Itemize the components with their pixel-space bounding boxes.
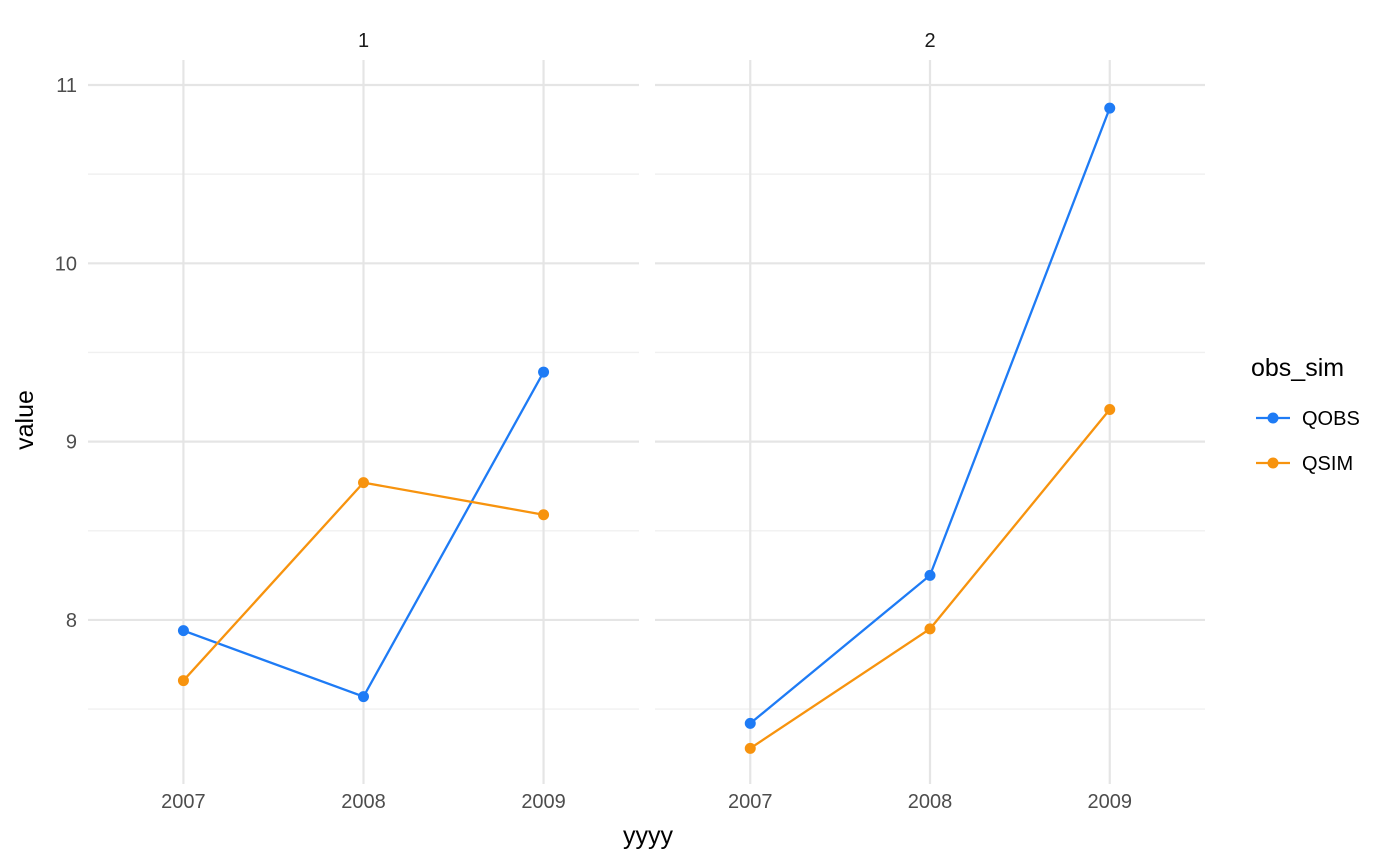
panel-strip-label: 2 bbox=[924, 30, 935, 52]
x-tick-label: 2008 bbox=[341, 791, 386, 813]
y-axis: 8 9 10 11 bbox=[55, 75, 77, 632]
data-point-qsim bbox=[358, 477, 369, 489]
x-tick-label: 2009 bbox=[1087, 791, 1132, 813]
y-axis-title: value bbox=[11, 390, 39, 450]
x-tick-label: 2007 bbox=[728, 791, 773, 813]
legend-label: QSIM bbox=[1302, 453, 1353, 475]
data-point-qobs bbox=[358, 691, 369, 703]
data-point-qsim bbox=[744, 742, 756, 754]
panel-1: 1 2007 2008 2009 bbox=[88, 30, 639, 813]
data-point-qsim bbox=[924, 623, 936, 635]
data-point-qobs bbox=[538, 366, 550, 378]
x-tick-label: 2007 bbox=[161, 791, 206, 813]
legend-swatch-point bbox=[1267, 457, 1279, 469]
legend: obs_sim QOBS QSIM bbox=[1251, 354, 1360, 475]
panel-strip-label: 1 bbox=[358, 30, 369, 52]
y-tick-label: 9 bbox=[66, 432, 77, 454]
data-point-qsim bbox=[177, 675, 189, 687]
x-tick-label: 2009 bbox=[521, 791, 566, 813]
panels-layer: 1 2007 2008 2009 2 2007 2008 2009 bbox=[88, 30, 1205, 813]
legend-swatch-point bbox=[1267, 412, 1279, 424]
panel-2: 2 2007 2008 2009 bbox=[655, 30, 1205, 813]
data-point-qobs bbox=[177, 625, 189, 637]
y-tick-label: 8 bbox=[66, 610, 77, 632]
x-axis-title: yyyy bbox=[623, 822, 674, 850]
data-point-qobs bbox=[1104, 102, 1116, 114]
data-point-qsim bbox=[1104, 404, 1116, 416]
legend-key-qobs: QOBS bbox=[1256, 408, 1360, 430]
y-tick-label: 10 bbox=[55, 253, 77, 275]
legend-key-qsim: QSIM bbox=[1256, 453, 1353, 475]
x-tick-label: 2008 bbox=[908, 791, 953, 813]
data-point-qobs bbox=[744, 717, 756, 729]
legend-title: obs_sim bbox=[1251, 354, 1344, 382]
data-point-qsim bbox=[538, 509, 550, 521]
y-tick-label: 11 bbox=[56, 75, 77, 97]
data-point-qobs bbox=[924, 569, 936, 581]
legend-label: QOBS bbox=[1302, 408, 1360, 430]
